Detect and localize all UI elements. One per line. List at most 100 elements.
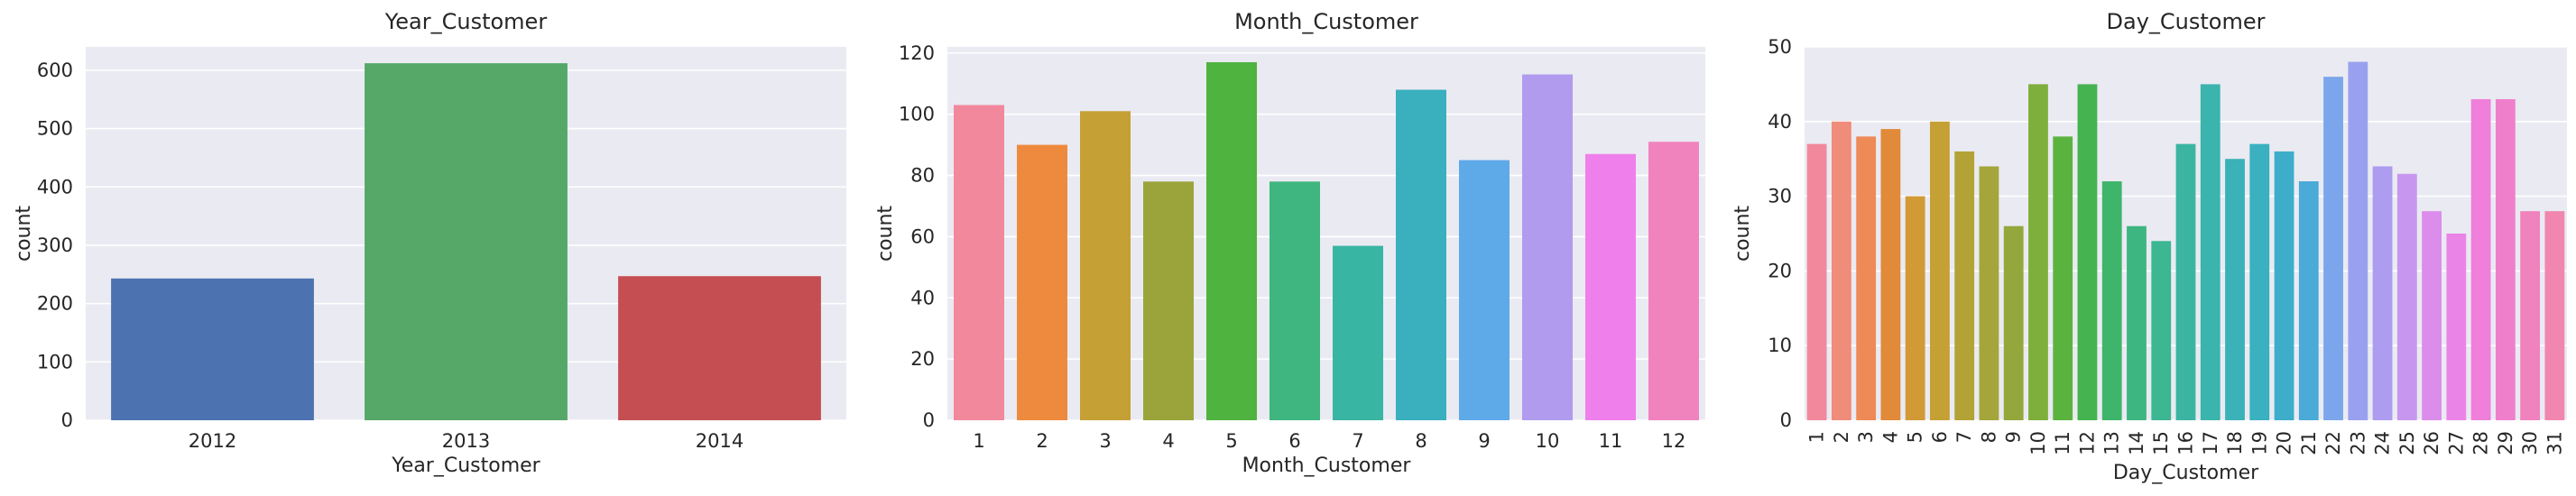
- month-bar-8: [1396, 89, 1446, 421]
- y-tick-label: 100: [899, 104, 935, 125]
- x-tick-label: 8: [1978, 431, 1999, 443]
- x-tick-label: 3: [1855, 431, 1877, 443]
- x-tick-label: 22: [2322, 431, 2344, 455]
- y-tick-label: 50: [1768, 36, 1792, 58]
- x-tick-label: 6: [1929, 431, 1951, 443]
- day-bar-1: [1806, 143, 1827, 420]
- month-bar-11: [1585, 153, 1636, 420]
- year-x-axis-label: Year_Customer: [391, 455, 540, 477]
- x-tick-label: 2: [1036, 430, 1048, 452]
- day-bar-8: [1979, 166, 1999, 421]
- day-bar-28: [2470, 98, 2491, 421]
- month-bar-2: [1017, 144, 1067, 421]
- x-tick-label: 9: [2003, 431, 2025, 443]
- month-bar-4: [1143, 181, 1194, 421]
- day-bar-13: [2101, 181, 2122, 421]
- month-bar-10: [1522, 74, 1573, 420]
- y-tick-label: 30: [1768, 186, 1792, 207]
- x-tick-label: 2014: [696, 430, 743, 452]
- x-tick-label: 20: [2274, 431, 2295, 455]
- x-tick-label: 1: [1806, 431, 1828, 443]
- month-x-axis-label: Month_Customer: [1242, 455, 1412, 477]
- day-bar-4: [1880, 129, 1901, 420]
- x-tick-label: 10: [2027, 431, 2049, 455]
- y-tick-label: 80: [910, 165, 935, 187]
- x-tick-label: 23: [2347, 431, 2368, 455]
- x-tick-label: 29: [2495, 431, 2516, 455]
- day-bar-12: [2077, 84, 2098, 421]
- day-bar-27: [2446, 234, 2467, 420]
- y-tick-label: 300: [37, 234, 73, 256]
- day-bar-7: [1954, 151, 1975, 421]
- y-tick-label: 40: [1768, 111, 1792, 133]
- day-bar-21: [2298, 181, 2319, 421]
- x-tick-label: 8: [1415, 430, 1426, 452]
- month-bar-3: [1080, 111, 1131, 420]
- day-bar-16: [2175, 143, 2196, 420]
- x-tick-label: 16: [2175, 431, 2197, 455]
- day-bar-11: [2053, 136, 2073, 421]
- y-tick-label: 0: [1780, 409, 1792, 431]
- x-tick-label: 14: [2126, 431, 2147, 455]
- day-bar-18: [2225, 159, 2245, 420]
- day-bar-24: [2372, 166, 2393, 421]
- day-x-axis-label: Day_Customer: [2113, 462, 2259, 484]
- x-tick-label: 19: [2248, 431, 2270, 455]
- day-bar-31: [2544, 211, 2565, 420]
- x-tick-label: 17: [2200, 431, 2221, 455]
- day-bar-2: [1831, 121, 1851, 421]
- day-bar-17: [2200, 84, 2221, 421]
- x-tick-label: 4: [1162, 430, 1174, 452]
- day-chart-title: Day_Customer: [2107, 9, 2266, 34]
- x-tick-label: 1: [973, 430, 984, 452]
- x-tick-label: 12: [1662, 430, 1686, 452]
- x-tick-label: 30: [2519, 431, 2541, 455]
- day-bar-14: [2127, 225, 2147, 420]
- y-tick-label: 200: [37, 293, 73, 315]
- month-chart-title: Month_Customer: [1234, 9, 1418, 34]
- day-bar-20: [2274, 151, 2294, 421]
- year-chart-title: Year_Customer: [384, 9, 548, 34]
- year-customer-panel: 0 100 200 300 400 500 600 2012 2013 2014 Year_Cust…: [13, 9, 846, 477]
- y-tick-label: 100: [37, 351, 73, 372]
- x-tick-label: 25: [2396, 431, 2418, 455]
- y-tick-label: 0: [61, 409, 73, 431]
- x-tick-label: 6: [1288, 430, 1300, 452]
- x-tick-label: 15: [2150, 431, 2172, 455]
- x-tick-label: 18: [2224, 431, 2246, 455]
- x-tick-label: 9: [1478, 430, 1490, 452]
- day-bar-15: [2151, 241, 2172, 420]
- y-tick-label: 20: [1768, 260, 1792, 281]
- day-bar-3: [1856, 136, 1877, 421]
- day-bar-10: [2028, 84, 2048, 421]
- y-tick-label: 500: [37, 118, 73, 140]
- x-tick-label: 26: [2421, 431, 2442, 455]
- x-tick-label: 12: [2076, 431, 2098, 455]
- day-bar-26: [2422, 211, 2442, 420]
- day-bar-9: [2003, 225, 2024, 420]
- y-tick-label: 20: [910, 348, 935, 370]
- day-bar-6: [1930, 121, 1950, 421]
- x-tick-label: 28: [2470, 431, 2492, 455]
- day-y-axis-label: count: [1731, 206, 1754, 262]
- day-bar-5: [1905, 196, 1925, 420]
- month-bar-1: [954, 105, 1004, 421]
- x-tick-label: 2012: [189, 430, 236, 452]
- x-tick-label: 4: [1879, 431, 1901, 443]
- x-tick-label: 24: [2372, 431, 2394, 455]
- day-bar-29: [2495, 98, 2516, 421]
- y-tick-label: 120: [899, 42, 935, 64]
- year-bar-2012: [111, 278, 314, 420]
- x-tick-label: 21: [2298, 431, 2320, 455]
- x-tick-label: 27: [2445, 431, 2467, 455]
- y-tick-label: 60: [910, 225, 935, 247]
- x-tick-label: 5: [1225, 430, 1237, 452]
- x-tick-label: 3: [1099, 430, 1111, 452]
- month-bar-9: [1459, 160, 1510, 420]
- day-bar-30: [2520, 211, 2541, 420]
- month-bar-5: [1206, 61, 1257, 420]
- y-tick-label: 600: [37, 60, 73, 81]
- year-bar-2014: [618, 276, 821, 420]
- x-tick-label: 2: [1831, 431, 1852, 443]
